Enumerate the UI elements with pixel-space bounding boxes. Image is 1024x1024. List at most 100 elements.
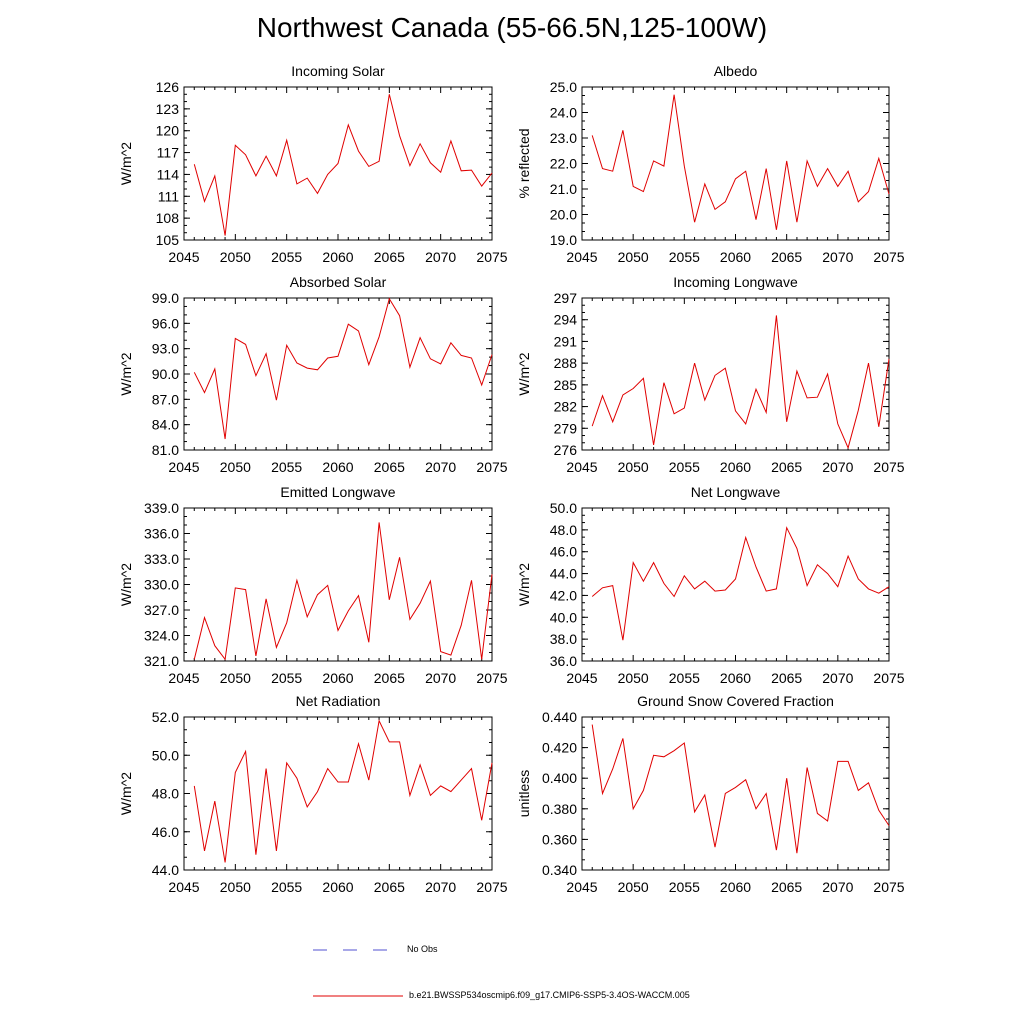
- data-point: [663, 583, 664, 584]
- data-point: [481, 659, 482, 660]
- x-tick-label: 2050: [618, 670, 649, 686]
- data-point: [725, 793, 726, 794]
- y-tick-label: 294: [554, 312, 578, 328]
- data-point: [858, 201, 859, 202]
- data-point: [612, 421, 613, 422]
- x-tick-label: 2060: [720, 879, 751, 895]
- data-point: [725, 368, 726, 369]
- data-point: [796, 222, 797, 223]
- data-point: [358, 330, 359, 331]
- y-tick-label: 93.0: [152, 341, 179, 357]
- data-point: [194, 372, 195, 373]
- legend-obs-label: No Obs: [407, 944, 438, 954]
- y-tick-label: 339.0: [144, 500, 179, 516]
- x-tick-label: 2060: [322, 249, 353, 265]
- data-point: [684, 742, 685, 743]
- data-point: [194, 785, 195, 786]
- data-point: [868, 782, 869, 783]
- data-point: [786, 527, 787, 528]
- data-point: [450, 140, 451, 141]
- chart-panel-1: Incoming Solar W/m^2 2045 2050 2055 2060 2065 2…: [118, 63, 508, 265]
- data-point: [204, 850, 205, 851]
- data-point: [461, 625, 462, 626]
- data-point: [817, 564, 818, 565]
- data-point: [368, 364, 369, 365]
- x-tick-label: 2075: [873, 670, 904, 686]
- x-tick-label: 2075: [476, 670, 507, 686]
- data-point: [837, 186, 838, 187]
- data-point: [878, 426, 879, 427]
- y-tick-label: 117: [157, 145, 180, 161]
- data-point: [653, 755, 654, 756]
- y-tick-label: 324.0: [144, 628, 179, 644]
- y-tick-label: 44.0: [152, 862, 179, 878]
- plot-frame: [581, 716, 890, 871]
- data-point: [307, 616, 308, 617]
- data-point: [307, 368, 308, 369]
- data-point: [450, 342, 451, 343]
- data-point: [633, 808, 634, 809]
- data-point: [266, 353, 267, 354]
- y-tick-label: 291: [554, 333, 578, 349]
- data-point: [440, 172, 441, 173]
- chart-title: Net Radiation: [296, 693, 381, 709]
- data-point: [633, 388, 634, 389]
- data-point: [389, 599, 390, 600]
- y-tick-label: 24.0: [550, 105, 577, 121]
- data-point: [296, 362, 297, 363]
- y-tick-label: 327.0: [144, 602, 179, 618]
- x-tick-label: 2075: [873, 459, 904, 475]
- x-tick-label: 2050: [220, 459, 251, 475]
- data-point: [868, 363, 869, 364]
- data-point: [379, 522, 380, 523]
- x-tick-label: 2045: [566, 249, 597, 265]
- x-tick-label: 2055: [669, 249, 700, 265]
- data-point: [471, 170, 472, 171]
- x-tick-label: 2070: [425, 879, 456, 895]
- y-tick-label: 19.0: [550, 232, 577, 248]
- x-tick-label: 2070: [425, 670, 456, 686]
- data-point: [327, 357, 328, 358]
- data-point: [725, 201, 726, 202]
- data-point: [327, 585, 328, 586]
- chart-panel-6: Net Longwave W/m^2 2045 2050 2055 2060 2065 207…: [516, 484, 905, 686]
- data-point: [296, 778, 297, 779]
- y-tick-label: 96.0: [152, 315, 179, 331]
- data-point: [786, 421, 787, 422]
- data-point: [766, 591, 767, 592]
- data-point: [704, 400, 705, 401]
- x-tick-label: 2075: [476, 459, 507, 475]
- data-point: [409, 165, 410, 166]
- x-tick-label: 2065: [771, 459, 802, 475]
- data-point: [194, 164, 195, 165]
- data-point: [633, 562, 634, 563]
- data-point: [471, 357, 472, 358]
- data-point: [776, 229, 777, 230]
- data-point: [663, 382, 664, 383]
- legend-model-label: b.e21.BWSSP534oscmip6.f09_g17.CMIP6-SSP5…: [409, 990, 690, 1000]
- data-point: [255, 854, 256, 855]
- y-tick-label: 108: [156, 210, 180, 226]
- data-point: [796, 548, 797, 549]
- data-point: [471, 768, 472, 769]
- data-point: [214, 645, 215, 646]
- data-point: [827, 573, 828, 574]
- data-point: [348, 610, 349, 611]
- data-point: [858, 410, 859, 411]
- data-point: [633, 186, 634, 187]
- data-point: [602, 793, 603, 794]
- data-point: [592, 135, 593, 136]
- data-point: [612, 585, 613, 586]
- data-point: [602, 395, 603, 396]
- series-line: [591, 724, 890, 854]
- data-point: [704, 794, 705, 795]
- data-point: [602, 168, 603, 169]
- data-point: [399, 557, 400, 558]
- data-point: [735, 178, 736, 179]
- data-point: [766, 412, 767, 413]
- data-point: [704, 581, 705, 582]
- page-title: Northwest Canada (55-66.5N,125-100W): [256, 12, 768, 43]
- data-point: [878, 593, 879, 594]
- data-point: [643, 378, 644, 379]
- x-tick-label: 2065: [374, 459, 405, 475]
